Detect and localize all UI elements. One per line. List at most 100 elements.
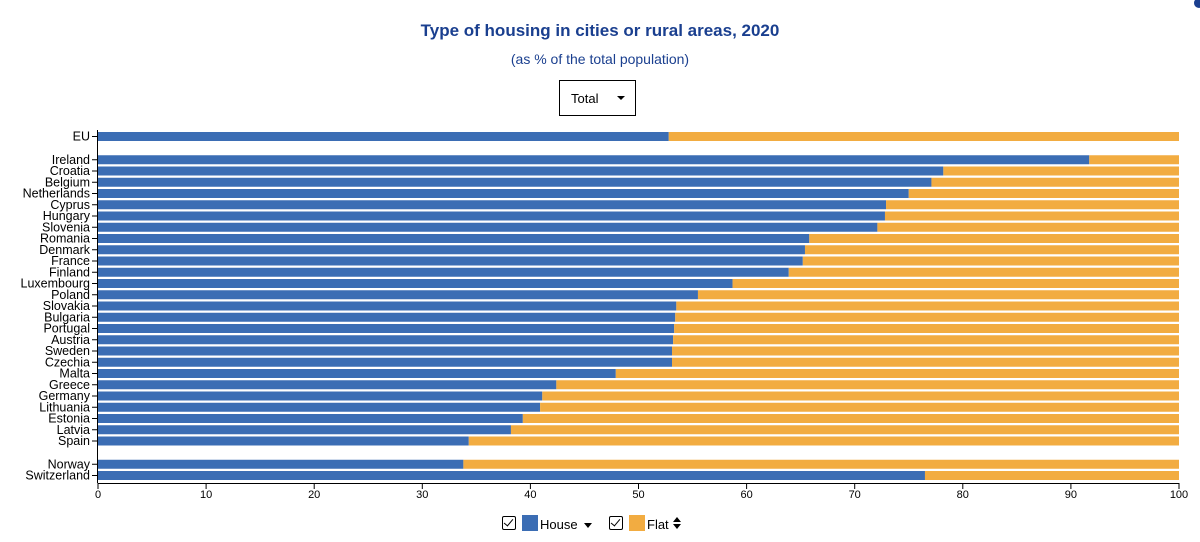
- bar-flat-austria: [673, 335, 1179, 345]
- bar-flat-slovakia: [676, 301, 1179, 311]
- bar-house-luxembourg: [98, 279, 733, 288]
- bar-house-lithuania: [98, 402, 541, 412]
- bar-house-bulgaria: [98, 312, 676, 322]
- caret-down-icon: [617, 96, 625, 100]
- y-tick-label: Croatia: [50, 164, 90, 178]
- flat-checkbox[interactable]: [609, 516, 623, 530]
- y-tick-label: Slovakia: [43, 299, 90, 313]
- bar-house-sweden: [98, 346, 673, 356]
- bar-flat-norway: [463, 459, 1179, 469]
- y-tick-label: Netherlands: [23, 187, 90, 201]
- bar-house-cyprus: [98, 200, 887, 210]
- bar-flat-belgium: [931, 177, 1179, 187]
- bar-flat-hungary: [884, 211, 1179, 221]
- y-tick-label: Luxembourg: [21, 277, 91, 291]
- bar-house-slovenia: [98, 222, 878, 232]
- bar-house-greece: [98, 380, 557, 390]
- house-checkbox[interactable]: [502, 516, 516, 530]
- bar-house-latvia: [98, 425, 511, 435]
- legend-item-house[interactable]: House: [502, 515, 602, 535]
- bar-flat-portugal: [674, 324, 1179, 333]
- bar-flat-netherlands: [908, 189, 1179, 198]
- bar-flat-malta: [615, 369, 1179, 378]
- y-tick-label: Ireland: [52, 153, 90, 167]
- category-select-value: Total: [571, 91, 599, 106]
- bar-house-denmark: [98, 245, 805, 255]
- bar-house-switzerland: [98, 471, 925, 480]
- bar-flat-luxembourg: [732, 279, 1179, 288]
- x-tick-label: 40: [524, 489, 536, 501]
- bar-house-poland: [98, 290, 698, 300]
- x-tick-label: 30: [416, 489, 428, 501]
- y-tick-label: Poland: [51, 288, 90, 302]
- bar-house-netherlands: [98, 189, 909, 198]
- bar-flat-germany: [542, 391, 1179, 401]
- y-tick-label: Spain: [58, 434, 90, 448]
- x-tick-label: 10: [200, 489, 212, 501]
- y-tick-label: Sweden: [45, 344, 90, 358]
- bar-flat-bulgaria: [675, 312, 1179, 322]
- bar-house-germany: [98, 391, 543, 401]
- bar-house-france: [98, 256, 803, 266]
- y-tick-label: France: [51, 254, 90, 268]
- x-tick-label: 100: [1170, 489, 1188, 501]
- bar-house-ireland: [98, 155, 1090, 165]
- bar-flat-lithuania: [540, 402, 1179, 412]
- bar-house-spain: [98, 436, 469, 446]
- bar-house-finland: [98, 267, 789, 277]
- chart-title: Type of housing in cities or rural areas…: [420, 21, 780, 40]
- bar-chart: EU IrelandCroatiaBelgiumNetherlandsCyprus…: [21, 130, 1189, 502]
- bar-flat-eu: [668, 132, 1179, 141]
- bar-flat-estonia: [522, 414, 1179, 423]
- bar-house-austria: [98, 335, 674, 345]
- bar-flat-ireland: [1089, 155, 1179, 165]
- y-tick-label: Bulgaria: [44, 310, 90, 324]
- x-tick-label: 20: [308, 489, 320, 501]
- legend: House Flat: [0, 515, 1200, 537]
- y-tick-label: Austria: [51, 333, 90, 347]
- flat-label: Flat: [647, 517, 669, 532]
- y-tick-label: Czechia: [45, 355, 90, 369]
- bar-flat-croatia: [943, 166, 1179, 176]
- bar-flat-finland: [788, 267, 1179, 277]
- bar-house-croatia: [98, 166, 944, 176]
- y-tick-label: Malta: [59, 367, 90, 381]
- bar-flat-latvia: [510, 425, 1179, 435]
- bar-house-hungary: [98, 211, 885, 221]
- bar-house-romania: [98, 234, 810, 243]
- bar-house-czechia: [98, 357, 673, 367]
- house-label: House: [540, 517, 578, 532]
- y-tick-label: Estonia: [48, 412, 90, 426]
- bar-house-estonia: [98, 414, 523, 423]
- y-tick-label: Latvia: [57, 423, 90, 437]
- bar-flat-spain: [468, 436, 1180, 446]
- y-tick-label: Belgium: [45, 175, 90, 189]
- y-tick-label: Germany: [39, 389, 91, 403]
- y-tick-label: Cyprus: [50, 198, 90, 212]
- bar-flat-france: [802, 256, 1179, 266]
- y-tick-label: Hungary: [43, 209, 91, 223]
- flat-swatch: [629, 515, 645, 531]
- x-tick-label: 0: [95, 489, 101, 501]
- chart-subtitle: (as % of the total population): [510, 51, 690, 67]
- sort-descending-icon[interactable]: [584, 523, 592, 528]
- x-tick-label: 60: [740, 489, 752, 501]
- bar-house-belgium: [98, 177, 932, 187]
- bar-house-malta: [98, 369, 616, 378]
- y-tick-label: Lithuania: [39, 400, 90, 414]
- x-tick-label: 80: [957, 489, 969, 501]
- bar-house-norway: [98, 459, 464, 469]
- bar-flat-romania: [809, 234, 1179, 243]
- x-tick-label: 50: [632, 489, 644, 501]
- y-tick-label: Portugal: [43, 322, 90, 336]
- y-tick-label: Finland: [49, 265, 90, 279]
- y-tick-label: Romania: [40, 232, 90, 246]
- bar-house-portugal: [98, 324, 675, 333]
- bar-house-eu: [98, 132, 669, 141]
- legend-item-flat[interactable]: Flat: [609, 515, 689, 535]
- sort-icon[interactable]: [672, 515, 682, 531]
- bar-flat-poland: [697, 290, 1179, 300]
- bar-flat-switzerland: [924, 471, 1179, 480]
- corner-indicator-dot: [1194, 0, 1200, 8]
- category-select[interactable]: Total: [559, 80, 636, 116]
